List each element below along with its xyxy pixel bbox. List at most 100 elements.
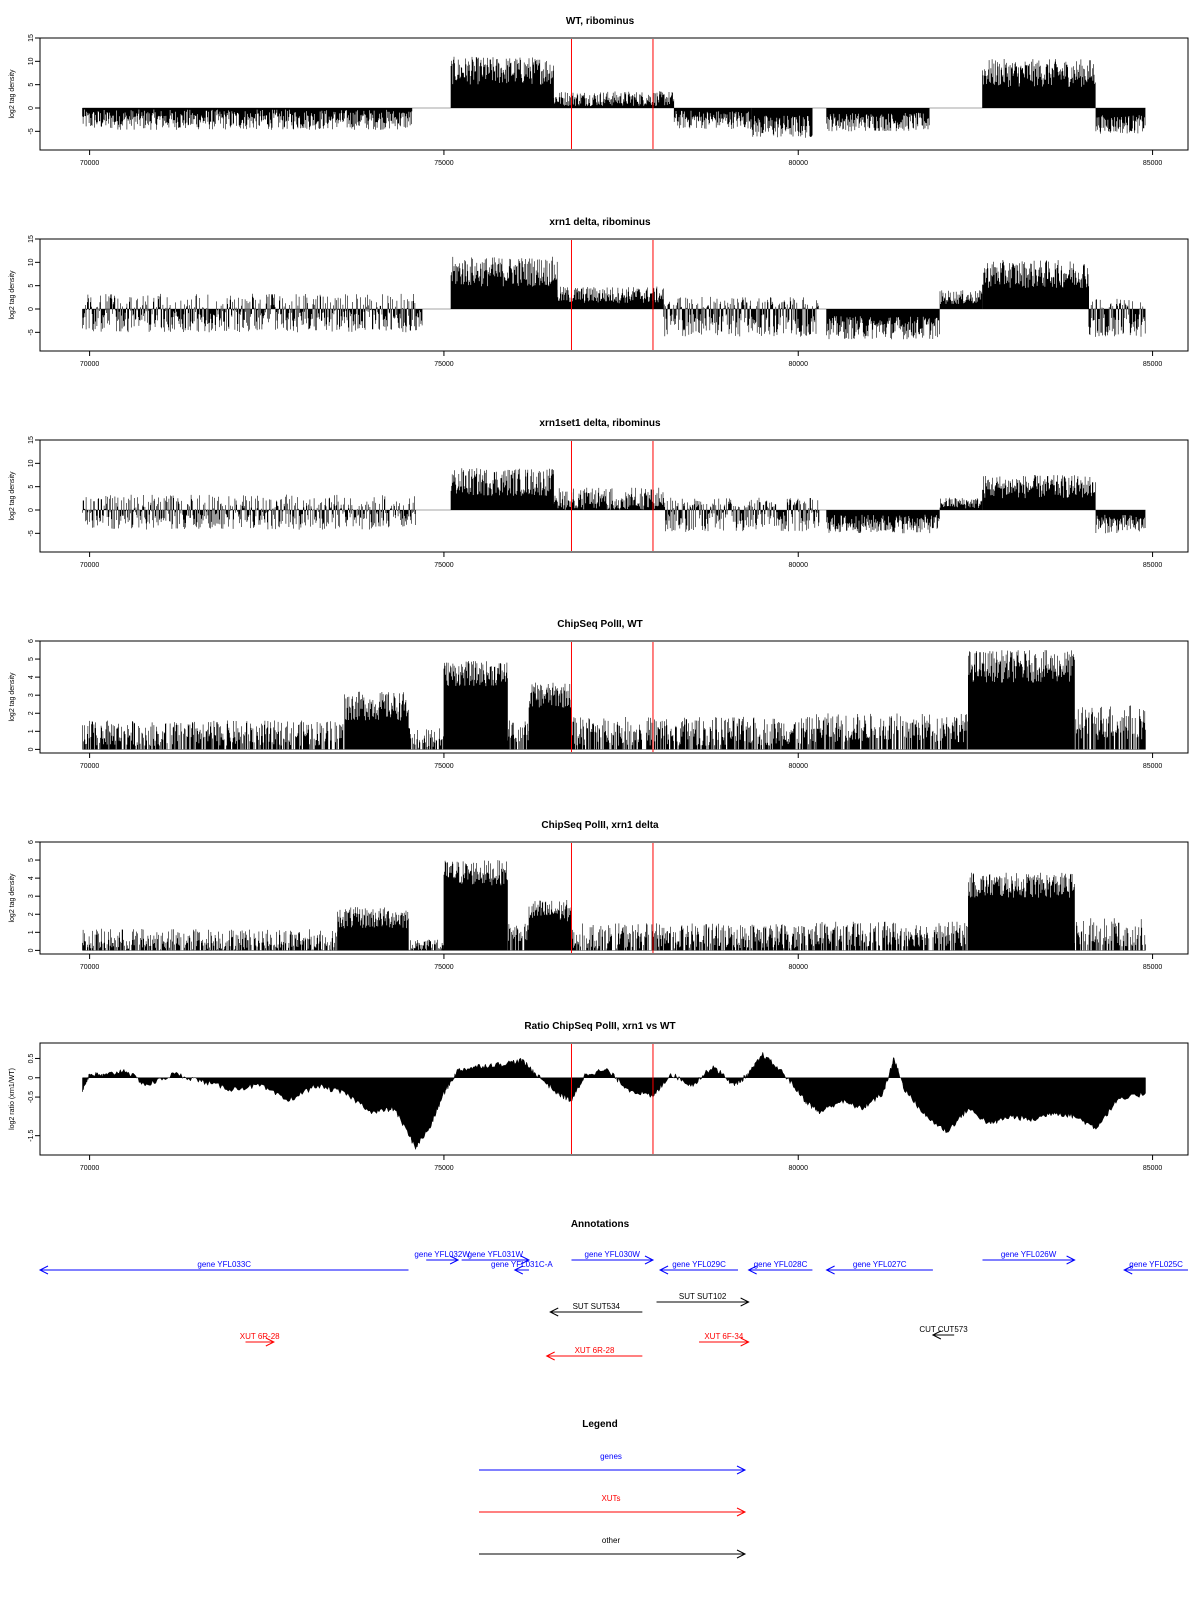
gene-arrow — [513, 1265, 529, 1275]
y-axis: -5 0 5 10 15 log2 tag density — [9, 34, 40, 134]
y-tick-label: 2 — [28, 711, 35, 715]
y-axis-label: log2 tag density — [9, 873, 16, 923]
coverage-bars-5 — [508, 923, 529, 951]
other-arrow — [931, 1330, 955, 1340]
y-tick-label: 3 — [28, 894, 35, 898]
annotation-feature: gene YFL033C — [38, 1260, 409, 1275]
y-tick-label: 2 — [28, 912, 35, 916]
gene-arrow — [982, 1255, 1076, 1265]
annotation-feature: gene YFL032W — [414, 1250, 470, 1265]
annotation-label: gene YFL031W — [468, 1250, 524, 1259]
chart-panel-2: xrn1 delta, ribominus -5 0 5 10 15 log2 tag de… — [9, 217, 1189, 368]
data-series — [82, 1052, 1146, 1151]
x-tick-label: 80000 — [789, 1165, 809, 1172]
x-tick-label: 75000 — [434, 160, 454, 167]
ratio-area — [82, 1052, 1146, 1151]
y-axis-label: log2 tag density — [9, 672, 16, 722]
plot-frame — [39, 841, 1189, 955]
coverage-bars-4 — [443, 860, 508, 951]
annotation-label: SUT SUT534 — [573, 1302, 621, 1311]
x-tick-label: 75000 — [434, 1165, 454, 1172]
coverage-bars-1 — [82, 494, 416, 530]
legend-label: genes — [600, 1452, 622, 1461]
data-series — [82, 256, 1146, 340]
coverage-bars-3 — [408, 727, 444, 750]
annotation-label: gene YFL026W — [1001, 1250, 1057, 1259]
annotation-feature: gene YFL031W — [461, 1250, 531, 1265]
y-tick-label: 10 — [28, 258, 35, 266]
annotation-label: gene YFL025C — [1129, 1260, 1183, 1269]
chart-panel-5: ChipSeq PolII, xrn1 delta 0 1 2 3 4 5 6 log2 tag… — [9, 820, 1189, 971]
x-tick-label: 75000 — [434, 361, 454, 368]
y-tick-label: 15 — [28, 235, 35, 243]
coverage-bars-6 — [939, 497, 983, 510]
x-tick-label: 85000 — [1143, 1165, 1163, 1172]
y-axis: -5 0 5 10 15 log2 tag density — [9, 436, 40, 536]
x-axis: 70000 75000 80000 85000 — [80, 954, 1162, 971]
y-tick-label: 0 — [28, 1076, 35, 1080]
x-tick-label: 70000 — [80, 763, 100, 770]
annotation-feature: SUT SUT102 — [656, 1292, 750, 1307]
coverage-bars-5 — [826, 510, 940, 534]
other-arrow — [549, 1307, 643, 1317]
coverage-bars-8 — [812, 921, 969, 951]
y-tick-label: -1.5 — [28, 1130, 35, 1142]
chart-title: WT, ribominus — [566, 16, 635, 27]
coverage-bars-6 — [826, 108, 930, 132]
data-series — [82, 860, 1146, 951]
annotation-feature: gene YFL028C — [747, 1260, 813, 1275]
annotation-label: XUT 6F-34 — [704, 1332, 744, 1341]
y-axis-label: log2 tag density — [9, 69, 16, 119]
coverage-bars-2 — [337, 907, 409, 951]
annotation-feature: XUT 6F-34 — [699, 1332, 750, 1347]
y-tick-label: 5 — [28, 858, 35, 862]
chart-panel-4: ChipSeq PolII, WT 0 1 2 3 4 5 6 log2 tag density… — [9, 619, 1189, 770]
y-tick-label: 1 — [28, 930, 35, 934]
y-tick-label: 5 — [28, 657, 35, 661]
xut-arrow — [545, 1351, 643, 1361]
xut-arrow — [245, 1337, 275, 1347]
chart-title: xrn1 delta, ribominus — [549, 217, 651, 228]
plot-frame — [39, 1042, 1189, 1156]
annotations-title: Annotations — [571, 1219, 630, 1230]
coverage-bars-3 — [553, 487, 664, 510]
y-tick-label: 0 — [28, 948, 35, 952]
x-tick-label: 70000 — [80, 1165, 100, 1172]
coverage-bars-3 — [408, 939, 445, 951]
coverage-bars-2 — [450, 56, 554, 108]
chart-panel-1: WT, ribominus -5 0 5 10 15 log2 tag density 700… — [9, 16, 1189, 167]
annotation-feature: XUT 6R-28 — [240, 1332, 280, 1347]
coverage-bars-8 — [812, 713, 969, 750]
chart-title: ChipSeq PolII, WT — [557, 619, 643, 630]
gene-arrow — [38, 1265, 409, 1275]
y-axis-label: log2 tag density — [9, 270, 16, 320]
x-axis: 70000 75000 80000 85000 — [80, 552, 1162, 569]
annotation-feature: SUT SUT534 — [549, 1302, 643, 1317]
data-series — [82, 650, 1146, 750]
y-tick-label: 10 — [28, 459, 35, 467]
y-tick-label: 5 — [28, 83, 35, 87]
coverage-bars-7 — [571, 716, 813, 750]
y-tick-label: 10 — [28, 57, 35, 65]
gene-arrow — [825, 1265, 933, 1275]
coverage-bars-3 — [557, 286, 664, 309]
coverage-bars-1 — [82, 108, 413, 130]
annotation-label: gene YFL033C — [197, 1260, 251, 1269]
y-tick-label: -0.5 — [28, 1091, 35, 1103]
legend-label: other — [602, 1536, 621, 1545]
coverage-bars-8 — [1088, 298, 1146, 337]
coverage-bars-2 — [450, 256, 558, 309]
plot-frame — [39, 238, 1189, 352]
legend: Legend genes XUTs other — [479, 1419, 747, 1559]
y-tick-label: 4 — [28, 876, 35, 880]
x-tick-label: 85000 — [1143, 361, 1163, 368]
x-tick-label: 80000 — [789, 562, 809, 569]
legend-item: XUTs — [479, 1494, 747, 1517]
x-tick-label: 70000 — [80, 562, 100, 569]
legend-label: XUTs — [601, 1494, 620, 1503]
x-tick-label: 80000 — [789, 763, 809, 770]
gene-arrow — [461, 1255, 531, 1265]
y-tick-label: 4 — [28, 675, 35, 679]
coverage-bars-8 — [1095, 108, 1146, 134]
